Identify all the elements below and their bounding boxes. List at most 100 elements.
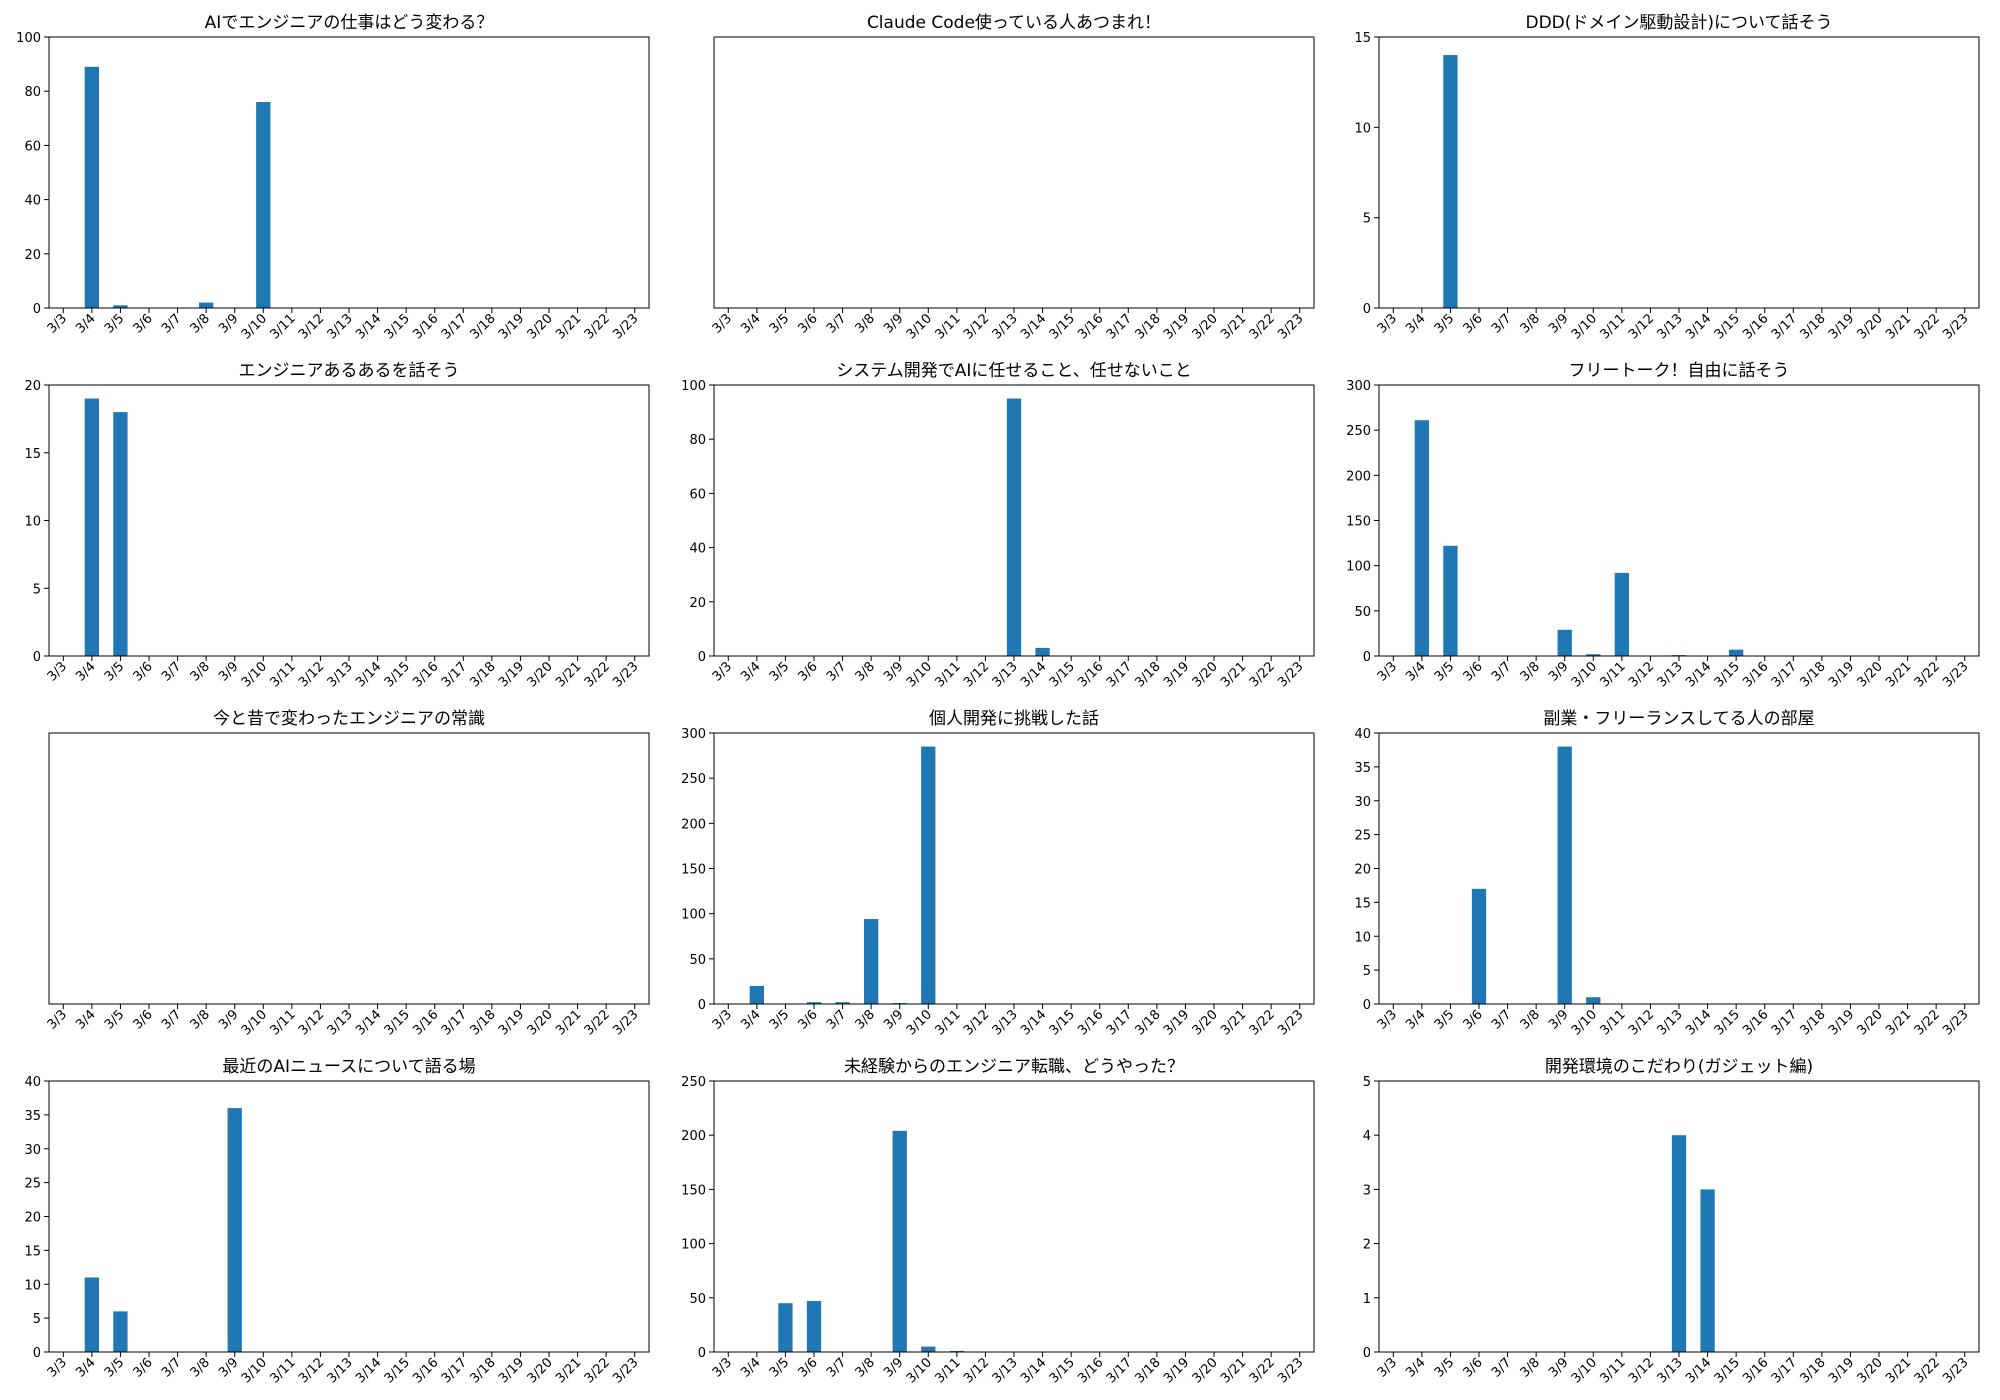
x-tick-label: 3/11: [267, 1007, 298, 1038]
y-tick-label: 0: [1363, 998, 1371, 1013]
x-tick-label: 3/8: [188, 659, 213, 684]
y-tick-label: 0: [1363, 302, 1371, 317]
bar: [84, 1277, 99, 1352]
y-tick-label: 20: [24, 248, 41, 263]
x-tick-label: 3/22: [1247, 311, 1278, 342]
subplot-5: システム開発でAIに任せること、任せないこと 0 20 40 60 80 100 3/3 3/4…: [681, 361, 1315, 690]
bar: [1557, 629, 1572, 656]
x-tick-label: 3/16: [410, 311, 441, 342]
x-tick-label: 3/3: [710, 659, 735, 684]
x-tick-label: 3/14: [1018, 311, 1049, 342]
x-tick-label: 3/15: [1712, 659, 1743, 690]
x-tick-label: 3/8: [188, 1007, 213, 1032]
x-tick-label: 3/20: [1190, 659, 1221, 690]
x-tick-label: 3/4: [1403, 1355, 1428, 1380]
x-tick-label: 3/22: [1247, 1355, 1278, 1386]
bar: [949, 1350, 964, 1352]
x-tick-label: 3/16: [1075, 311, 1106, 342]
x-tick-label: 3/3: [710, 311, 735, 336]
x-tick-label: 3/14: [1683, 659, 1714, 690]
x-tick-label: 3/6: [795, 1355, 820, 1380]
x-tick-label: 3/9: [216, 1355, 241, 1380]
x-tick-label: 3/4: [738, 1007, 763, 1032]
subplot-8: 個人開発に挑戦した話 0 50 100 150 200 250 300 3/3 3/4 3/5 3/6…: [681, 709, 1315, 1038]
x-tick-label: 3/9: [881, 1007, 906, 1032]
x-tick-label: 3/7: [1489, 659, 1514, 684]
bar: [749, 985, 764, 1004]
x-tick-label: 3/7: [159, 659, 184, 684]
axes-frame: [1378, 1080, 1980, 1353]
x-tick-label: 3/16: [1740, 1355, 1771, 1386]
x-tick-label: 3/4: [738, 311, 763, 336]
x-tick-label: 3/9: [216, 311, 241, 336]
x-tick-label: 3/11: [932, 1355, 963, 1386]
x-tick-label: 3/18: [1132, 1355, 1163, 1386]
y-tick-label: 250: [1346, 424, 1371, 439]
axes-frame: [713, 1080, 1315, 1353]
x-tick-label: 3/23: [610, 659, 641, 690]
x-tick-label: 3/21: [1218, 1007, 1249, 1038]
x-tick-label: 3/20: [525, 311, 556, 342]
y-tick-label: 10: [24, 1278, 41, 1293]
x-tick-label: 3/12: [1626, 1007, 1657, 1038]
x-tick-label: 3/3: [45, 311, 70, 336]
x-tick-label: 3/6: [795, 659, 820, 684]
axes-frame: [1378, 36, 1980, 309]
x-tick-label: 3/3: [1375, 1355, 1400, 1380]
y-tick-label: 25: [24, 1177, 41, 1192]
y-tick-label: 35: [24, 1109, 41, 1124]
y-tick-label: 15: [1354, 31, 1371, 46]
y-tick-label: 0: [33, 1346, 41, 1361]
y-tick-label: 40: [24, 194, 41, 209]
y-tick-label: 200: [1346, 469, 1371, 484]
x-tick-label: 3/12: [961, 659, 992, 690]
bar: [227, 1108, 242, 1352]
x-tick-label: 3/23: [610, 1355, 641, 1386]
bar: [806, 1002, 822, 1004]
x-tick-label: 3/23: [610, 1007, 641, 1038]
x-tick-label: 3/3: [1375, 659, 1400, 684]
axes-frame: [713, 732, 1315, 1005]
axes-frame: [713, 384, 1315, 657]
x-tick-label: 3/5: [767, 1007, 792, 1032]
x-tick-label: 3/10: [1569, 1355, 1600, 1386]
x-tick-label: 3/23: [1940, 311, 1971, 342]
bar: [892, 1130, 907, 1352]
x-tick-label: 3/8: [1518, 311, 1543, 336]
x-tick-label: 3/19: [1826, 1355, 1857, 1386]
x-tick-label: 3/22: [1247, 1007, 1278, 1038]
x-tick-label: 3/17: [1769, 1355, 1800, 1386]
x-tick-label: 3/4: [73, 1355, 98, 1380]
x-tick-label: 3/6: [1460, 1355, 1485, 1380]
x-tick-label: 3/4: [73, 1007, 98, 1032]
x-tick-label: 3/5: [1432, 1007, 1457, 1032]
x-tick-label: 3/22: [1912, 1007, 1943, 1038]
x-tick-label: 3/3: [45, 1355, 70, 1380]
x-tick-label: 3/10: [239, 1355, 270, 1386]
x-tick-label: 3/4: [1403, 1007, 1428, 1032]
y-tick-label: 100: [16, 31, 41, 46]
x-tick-label: 3/20: [525, 1355, 556, 1386]
x-tick-label: 3/5: [1432, 1355, 1457, 1380]
x-tick-label: 3/16: [1075, 1355, 1106, 1386]
subplot-6: フリートーク！自由に話そう 0 50 100 150 200 250 300 3/3 3/4 3/5…: [1346, 361, 1980, 690]
bar: [864, 919, 879, 1004]
x-tick-label: 3/17: [439, 311, 470, 342]
x-tick-label: 3/15: [1047, 311, 1078, 342]
x-tick-label: 3/19: [1161, 1355, 1192, 1386]
x-tick-label: 3/4: [1403, 659, 1428, 684]
x-tick-label: 3/6: [795, 311, 820, 336]
x-tick-label: 3/8: [853, 659, 878, 684]
x-tick-label: 3/21: [1218, 311, 1249, 342]
x-tick-label: 3/8: [1518, 1007, 1543, 1032]
bar: [1729, 649, 1744, 656]
axes-frame: [48, 384, 650, 657]
bar: [1700, 1189, 1715, 1352]
x-tick-label: 3/7: [824, 1355, 849, 1380]
bar: [1586, 997, 1601, 1004]
x-tick-label: 3/23: [1275, 659, 1306, 690]
bar: [1671, 1135, 1687, 1352]
x-tick-label: 3/5: [767, 311, 792, 336]
